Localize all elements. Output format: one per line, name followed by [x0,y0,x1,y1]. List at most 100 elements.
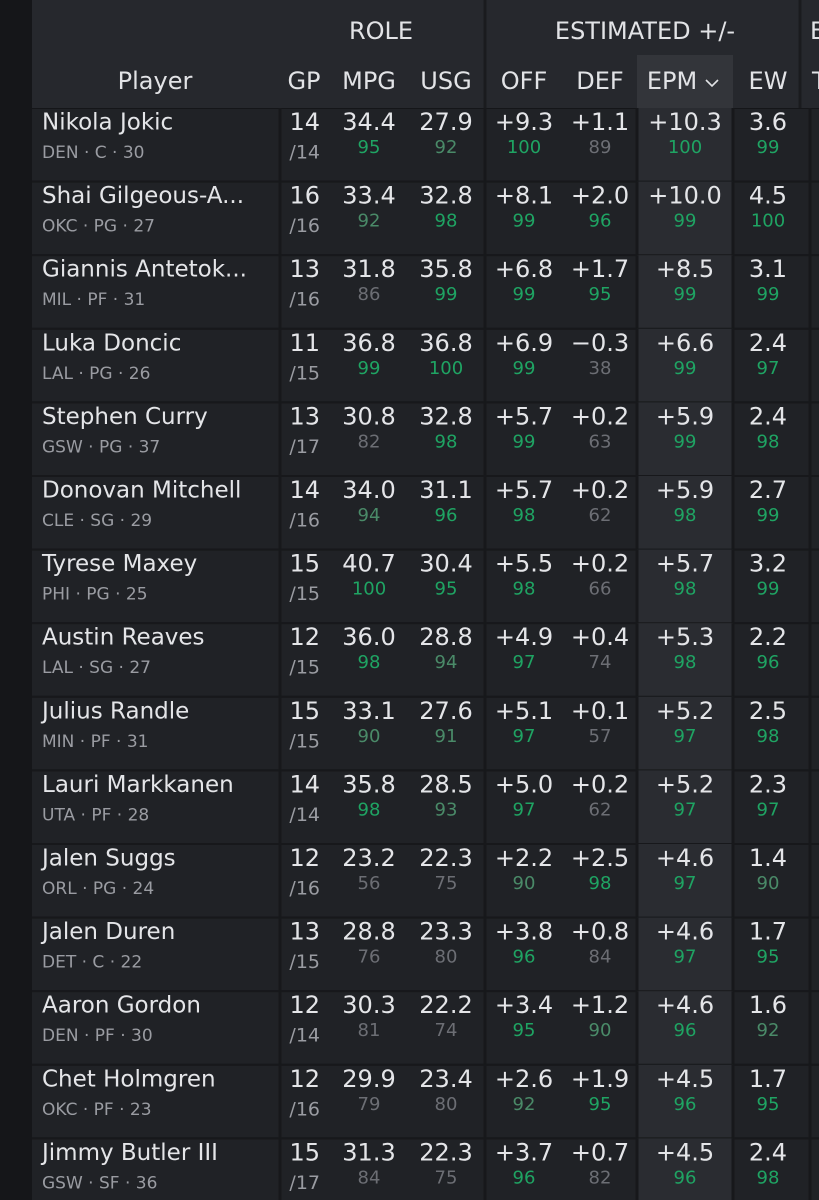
ew-value: 2.4 [749,1138,787,1166]
ew-percentile: 98 [757,1167,780,1188]
usg-value: 28.5 [419,770,472,798]
mpg-value: 30.8 [342,402,395,430]
player-name[interactable]: Shai Gilgeous-A... [42,183,244,209]
epm-value: +8.5 [656,255,714,283]
player-name[interactable]: Tyrese Maxey [41,551,197,577]
mpg-percentile: 81 [358,1020,381,1041]
games-played: 12 [289,844,320,872]
player-name[interactable]: Chet Holmgren [42,1066,216,1092]
games-played: 14 [289,108,320,136]
player-name[interactable]: Nikola Jokic [42,110,173,136]
mpg-value: 29.9 [342,1065,395,1093]
def-percentile: 62 [589,505,612,526]
games-total: /14 [289,804,320,826]
group-header: ROLE [349,17,413,45]
def-percentile: 66 [589,579,612,600]
usg-percentile: 75 [435,1167,458,1188]
ew-percentile: 95 [757,1094,780,1115]
sorted-cell-bg [637,991,733,1065]
epm-percentile: 97 [674,873,697,894]
player-name[interactable]: Julius Randle [40,698,189,724]
sorted-cell-bg [637,696,733,771]
mpg-value: 36.0 [342,623,395,651]
games-total: /14 [289,1025,320,1047]
mpg-percentile: 82 [358,431,381,452]
def-value: +0.4 [571,623,629,651]
mpg-percentile: 79 [358,1094,381,1115]
mpg-percentile: 84 [358,1167,381,1188]
player-meta: DET · C · 22 [42,953,142,973]
sorted-cell-bg [637,844,733,918]
def-value: +1.1 [571,108,629,136]
usg-value: 35.8 [419,255,472,283]
def-percentile: 90 [589,1020,612,1041]
ew-percentile: 99 [757,505,780,526]
ew-value: 1.6 [749,991,787,1019]
player-name[interactable]: Lauri Markkanen [42,772,234,798]
mpg-percentile: 94 [358,505,381,526]
mpg-value: 33.4 [342,182,395,210]
sort-chevron[interactable] [705,79,719,88]
ew-value: 1.4 [749,844,787,872]
def-percentile: 57 [589,726,612,747]
def-value: +2.0 [571,182,629,210]
usg-value: 22.3 [419,1138,472,1166]
epm-value: +10.0 [648,182,722,210]
usg-percentile: 80 [435,1094,458,1115]
sorted-cell-bg [637,1064,733,1139]
off-percentile: 92 [513,1094,536,1115]
usg-percentile: 96 [435,505,458,526]
epm-percentile: 98 [674,505,697,526]
off-value: +5.7 [495,476,553,504]
off-percentile: 99 [513,358,536,379]
epm-value: +4.5 [656,1138,714,1166]
player-name[interactable]: Jalen Suggs [40,846,176,872]
player-name[interactable]: Jimmy Butler III [40,1140,218,1166]
player-name[interactable]: Donovan Mitchell [42,478,241,504]
player-meta: LAL · SG · 27 [42,658,151,678]
def-value: +0.2 [571,402,629,430]
usg-percentile: 75 [435,873,458,894]
off-percentile: 96 [513,947,536,968]
sorted-cell-bg [637,623,733,697]
epm-percentile: 96 [674,1094,697,1115]
games-played: 16 [289,182,320,210]
games-played: 12 [289,1065,320,1093]
games-played: 13 [289,402,320,430]
epm-value: +4.6 [656,918,714,946]
games-played: 15 [289,550,320,578]
usg-percentile: 99 [435,284,458,305]
player-name[interactable]: Giannis Antetok... [42,257,247,283]
column-header: Player [118,67,193,95]
games-total: /17 [289,1172,320,1194]
off-value: +5.7 [495,402,553,430]
games-total: /15 [289,362,320,384]
player-name[interactable]: Austin Reaves [42,625,205,651]
epm-value: +10.3 [648,108,722,136]
player-name[interactable]: Luka Doncic [42,330,181,356]
def-value: +0.2 [571,550,629,578]
usg-value: 32.8 [419,182,472,210]
off-percentile: 99 [513,431,536,452]
ew-value: 2.7 [749,476,787,504]
def-value: +1.7 [571,255,629,283]
games-total: /16 [289,289,320,311]
ew-percentile: 92 [757,1020,780,1041]
games-played: 14 [289,476,320,504]
player-name[interactable]: Jalen Duren [40,919,175,945]
sorted-cell-bg [637,181,733,256]
player-name[interactable]: Aaron Gordon [42,993,201,1019]
player-meta: ORL · PG · 24 [42,879,154,899]
player-name[interactable]: Stephen Curry [42,404,208,430]
games-played: 13 [289,918,320,946]
games-played: 15 [289,697,320,725]
games-total: /14 [289,142,320,164]
off-percentile: 97 [513,652,536,673]
player-meta: GSW · PG · 37 [42,437,160,457]
mpg-value: 23.2 [342,844,395,872]
off-value: +6.9 [495,329,553,357]
mpg-value: 33.1 [342,697,395,725]
off-percentile: 97 [513,726,536,747]
def-value: +1.9 [571,1065,629,1093]
off-value: +2.2 [495,844,553,872]
